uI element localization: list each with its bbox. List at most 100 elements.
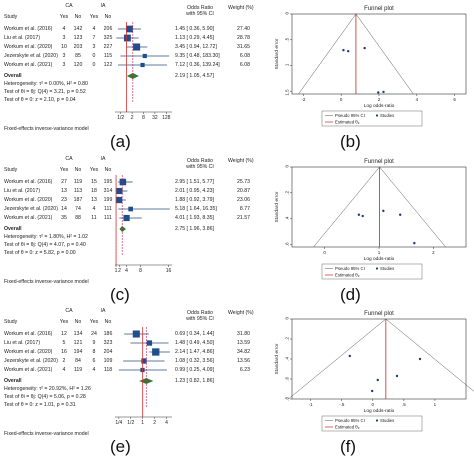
ia-no-value: 195	[103, 179, 113, 185]
legend-box	[321, 110, 423, 127]
ia-no-value: 323	[103, 340, 113, 346]
x-tick-label: -1	[309, 402, 313, 407]
study-marker	[116, 187, 123, 195]
study-name: Liu et al. (2017)	[4, 35, 41, 41]
or-ci-value: 1.08 [ 0.32, 3.56]	[175, 358, 214, 364]
ca-yes-value: 16	[61, 349, 67, 355]
legend-studies-label: Studies	[380, 113, 394, 118]
x-tick-label: 1	[434, 402, 437, 407]
y-tick-label: .8	[285, 397, 290, 401]
x-tick-label: -2	[301, 97, 305, 102]
legend-estimate-label: Estimated θ₉	[335, 425, 360, 430]
y-axis-label: Standard error	[274, 343, 280, 374]
col-header-study: Study	[4, 14, 18, 20]
or-ci-value: 9.35 [ 0.48, 183.30]	[175, 53, 220, 59]
ia-no-value: 227	[103, 44, 113, 50]
or-ci-value: 1.45 [ 0.36, 5.90]	[175, 26, 214, 32]
weight-value: 31.80	[237, 331, 250, 337]
model-note: Fixed-effects inverse-variance model	[4, 279, 89, 285]
heterogeneity-line: Test of θi = θj: Q(4) = 5.06, p = 0.28	[4, 394, 86, 400]
x-tick-label: 1	[141, 420, 144, 426]
study-point	[418, 357, 422, 361]
x-tick-label: 128	[162, 115, 171, 121]
forest-plot-area: 1/2 2 8 32 128	[115, 22, 172, 121]
study-name: Workum et al. (2016)	[4, 179, 53, 185]
x-tick-label: 1/4	[115, 420, 122, 426]
weight-value: 34.82	[237, 349, 250, 355]
y-tick-label: 1	[285, 63, 290, 66]
ca-no-value: 121	[73, 340, 83, 346]
col-header-ia-yes: Yes	[89, 14, 99, 20]
x-tick-label: 4	[416, 97, 419, 102]
study-marker	[142, 53, 147, 59]
col-header-ca-yes: Yes	[59, 167, 69, 173]
ia-yes-value: 0	[92, 62, 96, 68]
legend-studies-label: Studies	[380, 418, 394, 423]
or-ci-value: 1.88 [ 0.92, 3.79]	[175, 197, 214, 203]
legend-pseudo-label: Pseudo 95% CI	[335, 113, 365, 118]
study-name: Workum et al. (2020)	[4, 197, 53, 203]
x-tick-label: 0	[323, 250, 326, 255]
study-marker	[126, 25, 133, 33]
study-name: Workum et al. (2016)	[4, 331, 53, 337]
weight-value: 27.40	[237, 26, 250, 32]
study-point	[370, 389, 374, 393]
study-marker	[119, 178, 127, 186]
ca-no-value: 74	[75, 206, 81, 212]
study-marker	[141, 358, 147, 364]
x-tick-label: 4	[125, 268, 128, 274]
or-ci-value: 1.13 [ 0.29, 4.45]	[175, 35, 214, 41]
pseudo-ci-line-right	[385, 318, 474, 392]
x-tick-label: 2	[118, 268, 121, 274]
plot-frame	[291, 13, 467, 95]
funnel-title: Funnel plot	[364, 6, 394, 12]
ia-no-value: 115	[103, 53, 113, 59]
weight-value: 8.77	[239, 206, 250, 212]
ca-no-value: 84	[75, 358, 81, 364]
pseudo-ci-line-left	[288, 318, 386, 400]
study-point	[382, 209, 385, 213]
ia-yes-value: 3	[92, 44, 96, 50]
legend-studies-swatch	[375, 419, 379, 422]
x-axis-label: Log odds-ratio	[364, 408, 395, 414]
study-marker	[123, 214, 130, 222]
ia-no-value: 314	[103, 188, 113, 194]
x-tick-label: 1/2	[127, 420, 134, 426]
forest-plot-area: 1/4 1/2 1 2 4	[115, 327, 172, 426]
y-tick-label: .2	[285, 337, 290, 341]
panel-caption: (b)	[340, 132, 361, 151]
ca-yes-value: 4	[62, 367, 66, 373]
col-header-ca-no: No	[74, 14, 82, 20]
pseudo-ci-line-left	[313, 166, 380, 248]
ca-yes-value: 13	[61, 188, 67, 194]
y-tick-label: .6	[285, 377, 290, 381]
ca-no-value: 203	[73, 44, 83, 50]
x-tick-label: 1/2	[117, 115, 124, 121]
panel-caption: (c)	[110, 285, 130, 304]
heterogeneity-line: Test of θ = 0: z = 2.10, p = 0.04	[4, 97, 76, 103]
weight-value: 28.78	[237, 35, 250, 41]
y-tick-label: 0	[285, 317, 290, 320]
study-marker	[133, 43, 141, 51]
legend-studies-swatch	[375, 267, 379, 270]
x-axis-label: Log odds-ratio	[364, 103, 395, 109]
x-tick-label: 2	[131, 115, 134, 121]
study-point	[361, 214, 364, 218]
study-point	[357, 213, 361, 216]
study-point	[363, 46, 366, 50]
study-name: Workum et al. (2021)	[4, 367, 53, 373]
study-marker	[115, 196, 123, 204]
y-tick-label: .4	[285, 216, 290, 220]
col-header-ia-yes: Yes	[89, 319, 99, 325]
or-ci-value: 7.12 [ 0.36, 139.24]	[175, 62, 220, 68]
funnel-title: Funnel plot	[364, 159, 394, 165]
y-tick-label: .2	[285, 190, 290, 194]
model-note: Fixed-effects inverse-variance model	[4, 431, 89, 437]
y-tick-label: 0	[285, 165, 290, 168]
col-header-ia-no: No	[104, 14, 112, 20]
x-tick-label: 2	[378, 97, 381, 102]
study-marker	[140, 62, 145, 68]
col-header-or: Odds Ratio with 95% CI	[186, 158, 214, 170]
x-tick-label: 4	[165, 420, 168, 426]
ca-yes-value: 12	[61, 331, 67, 337]
